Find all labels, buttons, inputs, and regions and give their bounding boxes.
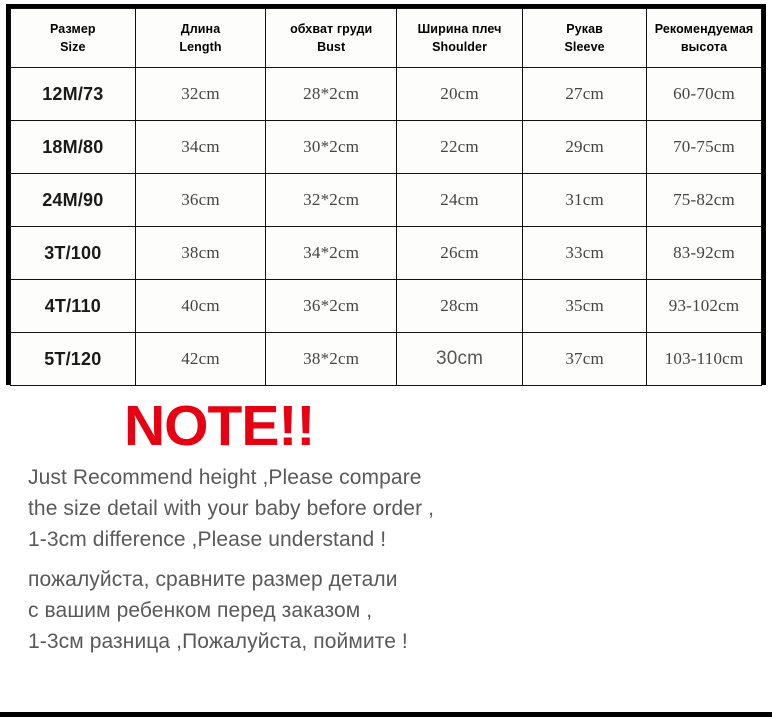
note-en-line-3: 1-3cm difference ,Please understand ! bbox=[28, 528, 387, 551]
size-table: Размер Size Длина Length обхват груди Bu… bbox=[10, 8, 762, 386]
cell-sleeve: 35cm bbox=[522, 279, 648, 333]
size-table-container: Размер Size Длина Length обхват груди Bu… bbox=[6, 4, 766, 386]
column-header-sleeve-en: Sleeve bbox=[564, 40, 605, 54]
column-header-height-line2: высота bbox=[680, 40, 728, 54]
note-text-russian: пожалуйста, сравните размер детали с ваш… bbox=[28, 564, 558, 657]
cell-height: 60-70cm bbox=[646, 67, 762, 121]
cell-shoulder: 28cm bbox=[395, 279, 524, 333]
column-header-shoulder-en: Shoulder bbox=[432, 40, 488, 54]
cell-height: 70-75cm bbox=[646, 120, 762, 174]
cell-height: 75-82cm bbox=[646, 173, 762, 227]
cell-size: 12M/73 bbox=[10, 67, 136, 121]
bottom-border-bar bbox=[0, 712, 772, 717]
cell-bust: 30*2cm bbox=[265, 120, 397, 174]
cell-bust: 32*2cm bbox=[265, 173, 397, 227]
cell-sleeve: 29cm bbox=[522, 120, 648, 174]
cell-shoulder: 26cm bbox=[395, 226, 524, 280]
cell-bust: 36*2cm bbox=[265, 279, 397, 333]
note-ru-line-1: пожалуйста, сравните размер детали bbox=[28, 568, 398, 591]
cell-length: 36cm bbox=[134, 173, 267, 227]
table-row: 5T/120 42cm 38*2cm 30cm 37cm 103-110cm bbox=[10, 332, 762, 386]
cell-bust: 34*2cm bbox=[265, 226, 397, 280]
column-header-shoulder: Ширина плеч Shoulder bbox=[395, 8, 524, 68]
column-header-shoulder-ru: Ширина плеч bbox=[417, 21, 502, 36]
cell-size: 5T/120 bbox=[10, 332, 136, 386]
note-text-english: Just Recommend height ,Please compare th… bbox=[28, 462, 558, 555]
cell-sleeve: 33cm bbox=[522, 226, 648, 280]
cell-length: 40cm bbox=[134, 279, 267, 333]
column-header-bust: обхват груди Bust bbox=[265, 8, 397, 68]
note-title: NOTE!! bbox=[124, 394, 315, 458]
cell-shoulder: 22cm bbox=[395, 120, 524, 174]
cell-shoulder: 30cm bbox=[395, 332, 524, 386]
note-en-line-1: Just Recommend height ,Please compare bbox=[28, 466, 422, 489]
column-header-length-en: Length bbox=[179, 40, 222, 54]
column-header-height-line1: Рекомендуемая bbox=[654, 21, 754, 36]
cell-sleeve: 31cm bbox=[522, 173, 648, 227]
cell-size: 4T/110 bbox=[10, 279, 136, 333]
table-row: 18M/80 34cm 30*2cm 22cm 29cm 70-75cm bbox=[10, 120, 762, 174]
cell-shoulder: 24cm bbox=[395, 173, 524, 227]
column-header-bust-en: Bust bbox=[317, 40, 346, 54]
cell-size: 3T/100 bbox=[10, 226, 136, 280]
note-ru-line-3: 1-3см разница ,Пожалуйста, поймите ! bbox=[28, 630, 408, 653]
column-header-size: Размер Size bbox=[10, 8, 136, 68]
cell-height: 103-110cm bbox=[646, 332, 762, 386]
column-header-length: Длина Length bbox=[134, 8, 267, 68]
cell-length: 38cm bbox=[134, 226, 267, 280]
table-row: 24M/90 36cm 32*2cm 24cm 31cm 75-82cm bbox=[10, 173, 762, 227]
cell-size: 24M/90 bbox=[10, 173, 136, 227]
table-body: 12M/73 32cm 28*2cm 20cm 27cm 60-70cm 18M… bbox=[10, 67, 762, 386]
table-row: 3T/100 38cm 34*2cm 26cm 33cm 83-92cm bbox=[10, 226, 762, 280]
column-header-sleeve: Рукав Sleeve bbox=[522, 8, 648, 68]
cell-length: 32cm bbox=[134, 67, 267, 121]
column-header-recommended-height: Рекомендуемая высота bbox=[646, 8, 762, 68]
cell-size: 18M/80 bbox=[10, 120, 136, 174]
column-header-bust-ru: обхват груди bbox=[290, 21, 373, 36]
cell-bust: 38*2cm bbox=[265, 332, 397, 386]
column-header-sleeve-ru: Рукав bbox=[566, 21, 603, 36]
cell-sleeve: 37cm bbox=[522, 332, 648, 386]
cell-bust: 28*2cm bbox=[265, 67, 397, 121]
table-header: Размер Size Длина Length обхват груди Bu… bbox=[10, 8, 762, 68]
table-row: 12M/73 32cm 28*2cm 20cm 27cm 60-70cm bbox=[10, 67, 762, 121]
column-header-length-ru: Длина bbox=[180, 21, 221, 36]
cell-height: 93-102cm bbox=[646, 279, 762, 333]
note-ru-line-2: с вашим ребенком перед заказом , bbox=[28, 599, 373, 622]
column-header-size-en: Size bbox=[60, 40, 86, 54]
table-row: 4T/110 40cm 36*2cm 28cm 35cm 93-102cm bbox=[10, 279, 762, 333]
column-header-size-ru: Размер bbox=[50, 21, 96, 36]
cell-sleeve: 27cm bbox=[522, 67, 648, 121]
cell-length: 42cm bbox=[134, 332, 267, 386]
cell-height: 83-92cm bbox=[646, 226, 762, 280]
cell-shoulder: 20cm bbox=[395, 67, 524, 121]
note-en-line-2: the size detail with your baby before or… bbox=[28, 497, 435, 520]
cell-length: 34cm bbox=[134, 120, 267, 174]
note-section: NOTE!! Just Recommend height ,Please com… bbox=[0, 388, 772, 717]
header-row: Размер Size Длина Length обхват груди Bu… bbox=[10, 8, 762, 68]
